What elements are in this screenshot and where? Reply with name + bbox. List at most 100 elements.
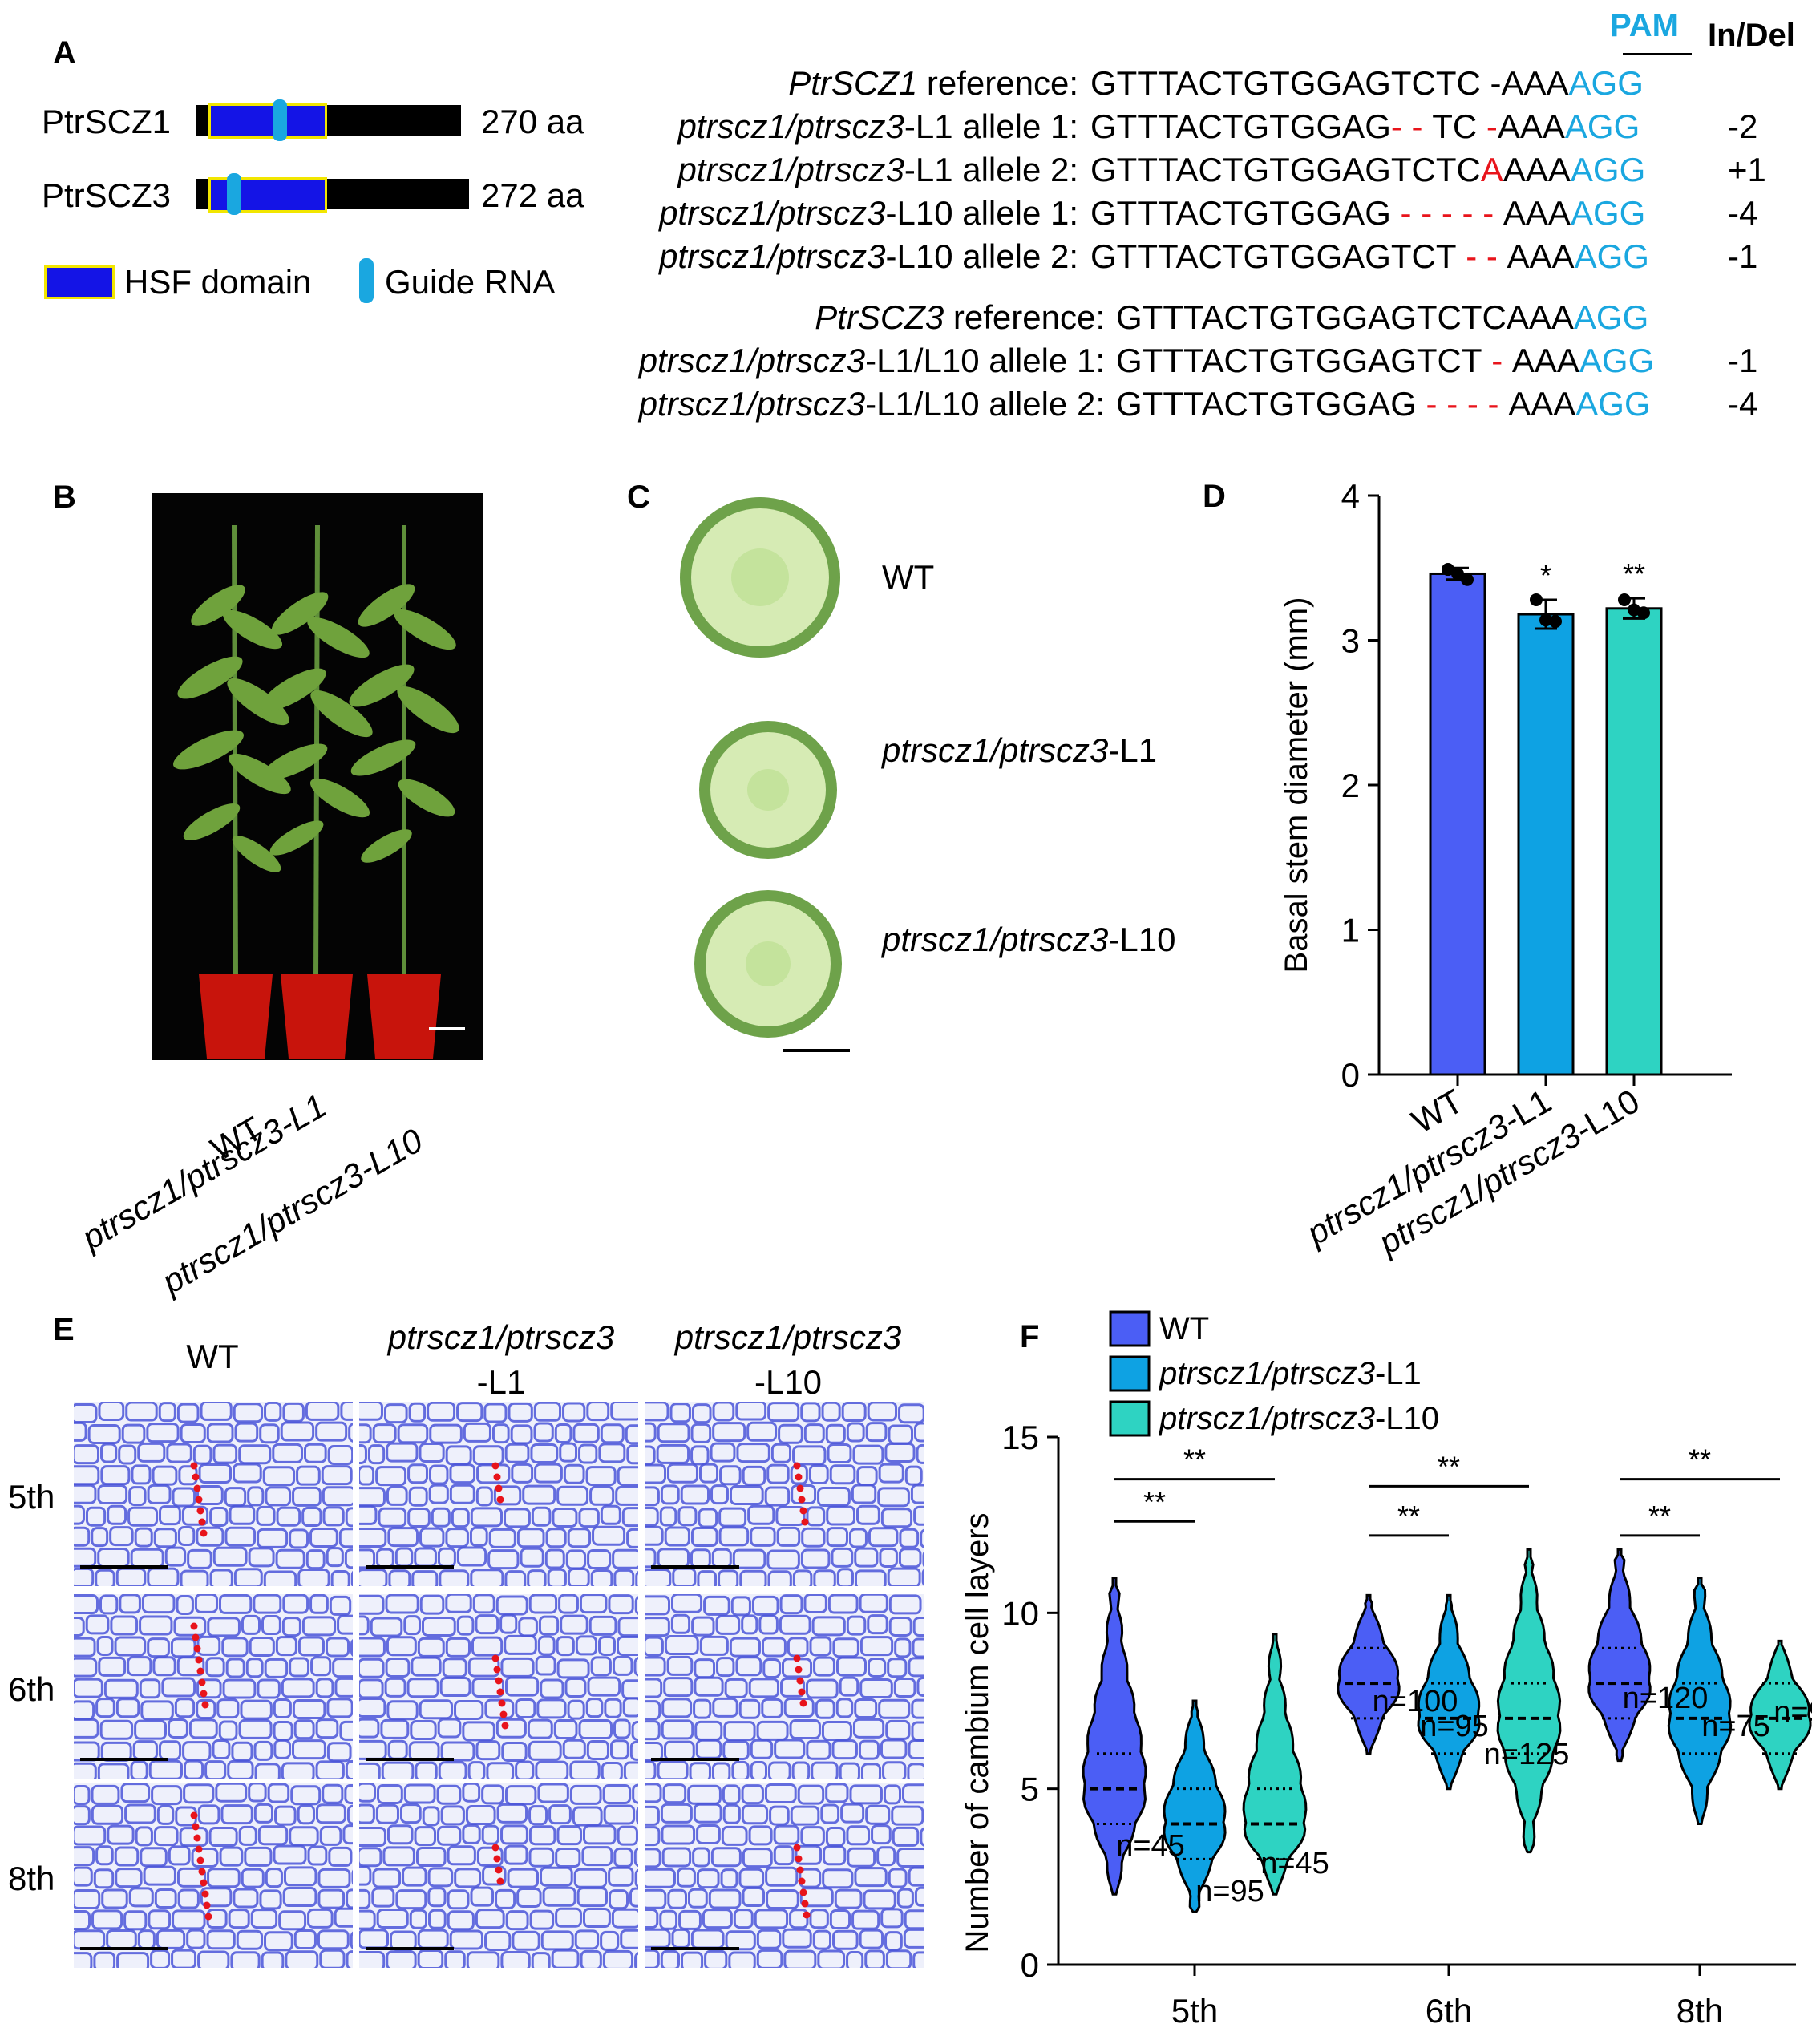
cambium-cell-marker — [793, 1654, 801, 1662]
data-point — [1461, 573, 1474, 586]
cambium-cell-marker — [801, 1518, 809, 1526]
cambium-cell-marker — [799, 1507, 807, 1515]
cambium-cell-marker — [193, 1484, 201, 1492]
micrograph-row-label: 6th — [8, 1670, 55, 1708]
pam-sequence: AGG — [1564, 107, 1640, 145]
data-point — [1442, 563, 1454, 577]
cambium-cell-marker — [496, 1496, 504, 1504]
allele-gene-name: PtrSCZ1 — [788, 64, 918, 102]
allele-gene-name: ptrscz1/ptrscz3 — [659, 237, 886, 275]
dna-sequence: GTTTACTGTGGAGTCT - AAAAGG — [1116, 342, 1655, 379]
y-tick-label: 2 — [1341, 767, 1360, 804]
y-tick-label: 1 — [1341, 912, 1360, 949]
indel-value: +1 — [1728, 151, 1766, 188]
cambium-cell-marker — [499, 1710, 508, 1718]
y-tick-label: 5 — [1021, 1771, 1039, 1808]
cambium-cell-marker — [200, 1879, 208, 1887]
protein-length: 270 aa — [481, 103, 584, 140]
cambium-layers-violin-chart: F 0 5 10 15 Number of cambium cell layers WT pt… — [960, 1310, 1812, 2030]
cambium-micrograph — [359, 1594, 638, 1779]
cambium-cell-marker — [192, 1473, 200, 1481]
y-tick-label: 0 — [1021, 1946, 1039, 1984]
dna-sequence: GTTTACTGTGGAGTCTCAAAAGG — [1116, 298, 1649, 336]
allele-label: ptrscz1/ptrscz3-L1/L10 allele 2: — [639, 385, 1105, 423]
allele-suffix: -L1 allele 1: — [904, 107, 1078, 145]
legend-label: ptrscz1/ptrscz3-L10 — [1159, 1401, 1439, 1436]
violin — [1496, 1548, 1562, 1854]
cambium-micrograph — [74, 1594, 353, 1779]
section-label-l10: ptrscz1/ptrscz3-L10 — [882, 921, 1176, 958]
cambium-cell-marker — [496, 1688, 504, 1696]
data-point — [1530, 593, 1543, 606]
cambium-cell-marker — [200, 1690, 208, 1698]
guide-rna-legend-label: Guide RNA — [385, 263, 556, 301]
cambium-micrograph — [645, 1783, 924, 1968]
pam-sequence: AGG — [1574, 237, 1649, 275]
allele-label: ptrscz1/ptrscz3-L1 allele 1: — [677, 107, 1078, 146]
micrograph-row-label: 8th — [8, 1860, 55, 1897]
hsf-legend-label: HSF domain — [124, 263, 312, 301]
allele-label: ptrscz1/ptrscz3-L1 allele 2: — [677, 151, 1078, 189]
allele-label: ptrscz1/ptrscz3-L10 allele 2: — [659, 237, 1078, 276]
poplar-plants-illustration — [173, 524, 465, 1059]
significance-marker: ** — [1183, 1443, 1206, 1476]
cambium-cell-marker — [796, 1677, 804, 1685]
dna-sequence: GTTTACTGTGGAGTCTC -AAAAGG — [1090, 64, 1644, 102]
cambium-cell-marker — [795, 1666, 803, 1674]
y-tick-label: 10 — [1001, 1594, 1039, 1632]
allele-suffix: -L10 allele 1: — [885, 194, 1079, 232]
sample-size-label: n=120 — [1623, 1682, 1709, 1715]
violin — [1667, 1577, 1733, 1825]
cambium-cell-marker — [195, 1656, 203, 1664]
significance-marker: ** — [1689, 1443, 1711, 1476]
x-category-label: 5th — [1171, 1992, 1218, 2030]
allele-label: PtrSCZ1 reference: — [788, 64, 1078, 103]
cambium-micrograph — [74, 1402, 353, 1586]
panel-e-label: E — [53, 1312, 75, 1347]
allele-gene-name: ptrscz1/ptrscz3 — [638, 385, 866, 423]
allele-suffix: -L10 allele 2: — [885, 237, 1079, 275]
cambium-cell-marker — [195, 1496, 203, 1504]
cambium-cell-marker — [795, 1473, 803, 1481]
indel-value: -4 — [1728, 385, 1758, 423]
y-axis-label: Basal stem diameter (mm) — [1279, 597, 1314, 973]
cambium-cell-marker — [495, 1484, 503, 1492]
significance-marker: ** — [1143, 1485, 1166, 1518]
indel-header: In/Del — [1708, 18, 1795, 53]
protein-name: PtrSCZ3 — [42, 176, 172, 214]
legend-swatch — [1109, 1400, 1151, 1437]
allele-label: ptrscz1/ptrscz3-L10 allele 1: — [659, 194, 1078, 233]
cambium-cell-marker — [192, 1823, 200, 1831]
cambium-cell-marker — [203, 1901, 211, 1909]
cambium-cell-marker — [204, 1913, 212, 1921]
cambium-cell-marker — [798, 1496, 806, 1504]
indel-value: -1 — [1728, 237, 1758, 275]
dna-sequence: GTTTACTGTGGAG - - - - - AAAAGG — [1090, 194, 1646, 232]
cambium-cell-marker — [195, 1845, 203, 1853]
legend-label: WT — [1159, 1311, 1209, 1346]
micrograph-column-header: WT — [186, 1338, 239, 1375]
cambium-cell-marker — [803, 1911, 811, 1919]
significance-marker: ** — [1397, 1500, 1420, 1532]
pam-sequence: AGG — [1573, 298, 1649, 336]
cambium-cell-marker — [193, 1834, 201, 1842]
violin — [1337, 1593, 1401, 1755]
dna-sequence: GTTTACTGTGGAG- - TC -AAAAGG — [1090, 107, 1640, 145]
data-point — [1637, 606, 1650, 620]
dna-sequence: GTTTACTGTGGAG - - - - AAAAGG — [1116, 385, 1651, 423]
cambium-cell-marker — [190, 1622, 198, 1630]
allele-suffix: reference: — [944, 298, 1105, 336]
cambium-cell-marker — [198, 1678, 206, 1686]
data-point — [1539, 613, 1552, 627]
indel-value: -4 — [1728, 194, 1758, 232]
y-axis-label: Number of cambium cell layers — [960, 1512, 995, 1953]
cambium-cell-marker — [495, 1677, 503, 1685]
allele-label: ptrscz1/ptrscz3-L1/L10 allele 1: — [639, 342, 1105, 380]
pam-sequence: AGG — [1568, 64, 1644, 102]
cambium-micrograph — [359, 1783, 638, 1968]
cambium-cell-marker — [201, 1890, 209, 1898]
violin — [1242, 1633, 1308, 1896]
micrograph-column-subheader: -L10 — [754, 1363, 823, 1401]
bar-1 — [1517, 613, 1575, 1076]
hsf-domain — [208, 103, 327, 139]
